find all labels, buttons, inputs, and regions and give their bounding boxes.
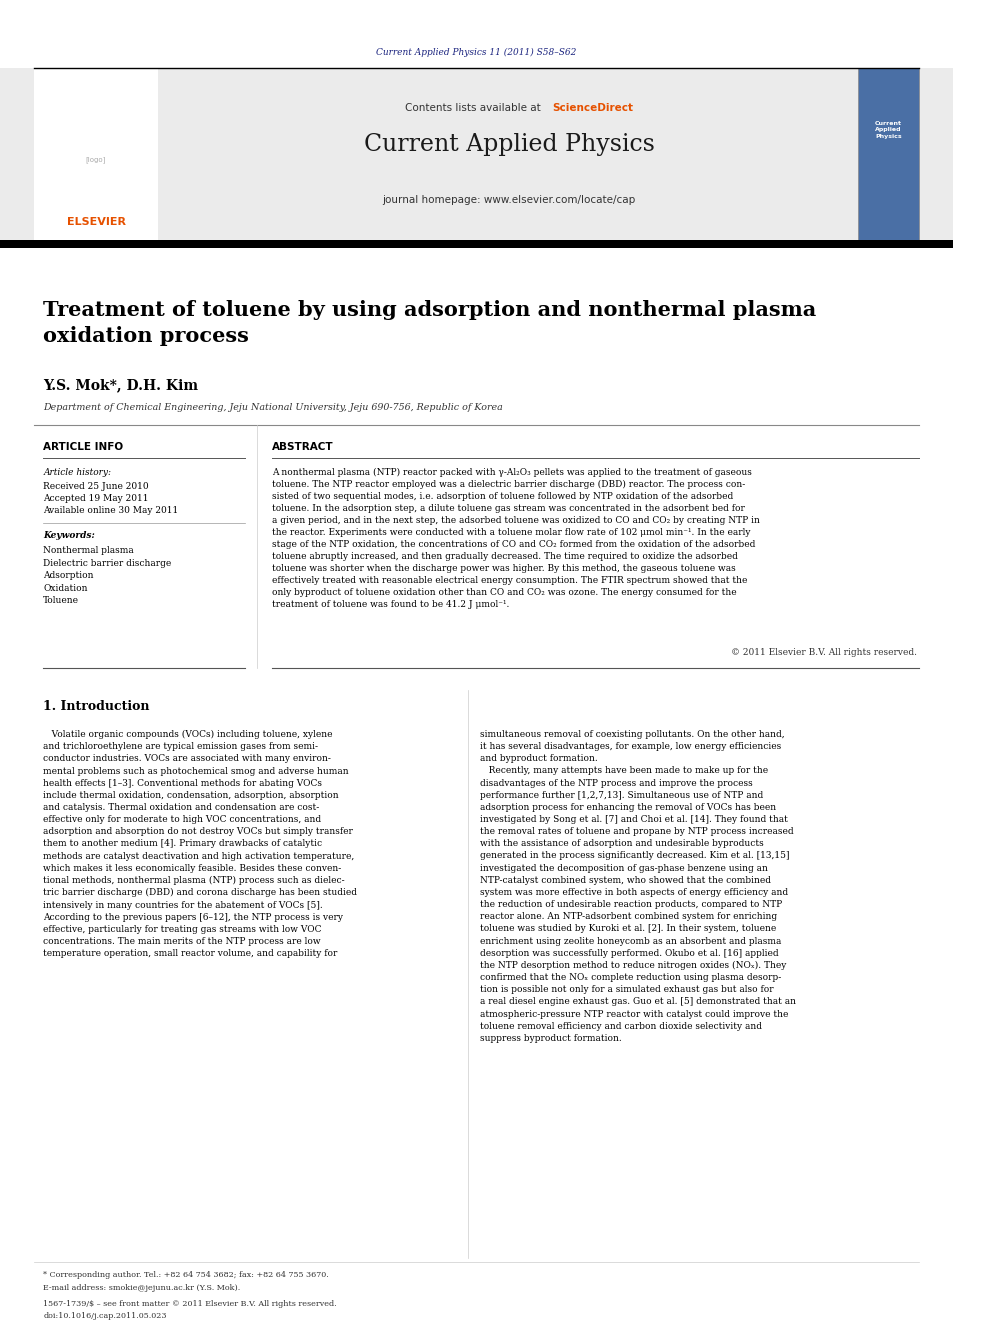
Text: Nonthermal plasma: Nonthermal plasma	[44, 546, 134, 556]
Text: Adsorption: Adsorption	[44, 572, 93, 579]
Bar	[858, 67, 919, 239]
Text: Available online 30 May 2011: Available online 30 May 2011	[44, 505, 179, 515]
Text: * Corresponding author. Tel.: +82 64 754 3682; fax: +82 64 755 3670.: * Corresponding author. Tel.: +82 64 754…	[44, 1271, 329, 1279]
Text: journal homepage: www.elsevier.com/locate/cap: journal homepage: www.elsevier.com/locat…	[382, 194, 636, 205]
Text: doi:10.1016/j.cap.2011.05.023: doi:10.1016/j.cap.2011.05.023	[44, 1312, 167, 1320]
Text: Accepted 19 May 2011: Accepted 19 May 2011	[44, 493, 149, 503]
Text: Contents lists available at: Contents lists available at	[406, 103, 545, 112]
Text: Treatment of toluene by using adsorption and nonthermal plasma
oxidation process: Treatment of toluene by using adsorption…	[44, 300, 816, 345]
Bar	[0, 239, 952, 247]
Bar	[0, 67, 952, 239]
Text: Y.S. Mok*, D.H. Kim: Y.S. Mok*, D.H. Kim	[44, 378, 198, 392]
Text: Current Applied Physics: Current Applied Physics	[363, 134, 655, 156]
Text: Received 25 June 2010: Received 25 June 2010	[44, 482, 149, 491]
Text: ABSTRACT: ABSTRACT	[272, 442, 333, 452]
Text: 1567-1739/$ – see front matter © 2011 Elsevier B.V. All rights reserved.: 1567-1739/$ – see front matter © 2011 El…	[44, 1301, 337, 1308]
Text: A nonthermal plasma (NTP) reactor packed with γ-Al₂O₃ pellets was applied to the: A nonthermal plasma (NTP) reactor packed…	[272, 468, 760, 609]
Text: Oxidation: Oxidation	[44, 583, 87, 593]
Bar	[34, 67, 159, 239]
Text: Keywords:: Keywords:	[44, 531, 95, 540]
Text: Current Applied Physics 11 (2011) S58–S62: Current Applied Physics 11 (2011) S58–S6…	[376, 48, 576, 57]
Text: [logo]: [logo]	[86, 156, 106, 163]
Text: © 2011 Elsevier B.V. All rights reserved.: © 2011 Elsevier B.V. All rights reserved…	[731, 648, 918, 658]
Text: Department of Chemical Engineering, Jeju National University, Jeju 690-756, Repu: Department of Chemical Engineering, Jeju…	[44, 404, 503, 411]
Text: simultaneous removal of coexisting pollutants. On the other hand,
it has several: simultaneous removal of coexisting pollu…	[480, 730, 797, 1043]
Text: E-mail address: smokie@jejunu.ac.kr (Y.S. Mok).: E-mail address: smokie@jejunu.ac.kr (Y.S…	[44, 1285, 240, 1293]
Text: ScienceDirect: ScienceDirect	[553, 103, 633, 112]
Text: ARTICLE INFO: ARTICLE INFO	[44, 442, 123, 452]
Text: Dielectric barrier discharge: Dielectric barrier discharge	[44, 558, 172, 568]
Text: Volatile organic compounds (VOCs) including toluene, xylene
and trichloroethylen: Volatile organic compounds (VOCs) includ…	[44, 730, 357, 958]
Text: Current
Applied
Physics: Current Applied Physics	[875, 122, 902, 139]
Text: Toluene: Toluene	[44, 595, 79, 605]
Text: Article history:: Article history:	[44, 468, 111, 478]
Text: 1. Introduction: 1. Introduction	[44, 700, 150, 713]
Text: ELSEVIER: ELSEVIER	[66, 217, 126, 228]
